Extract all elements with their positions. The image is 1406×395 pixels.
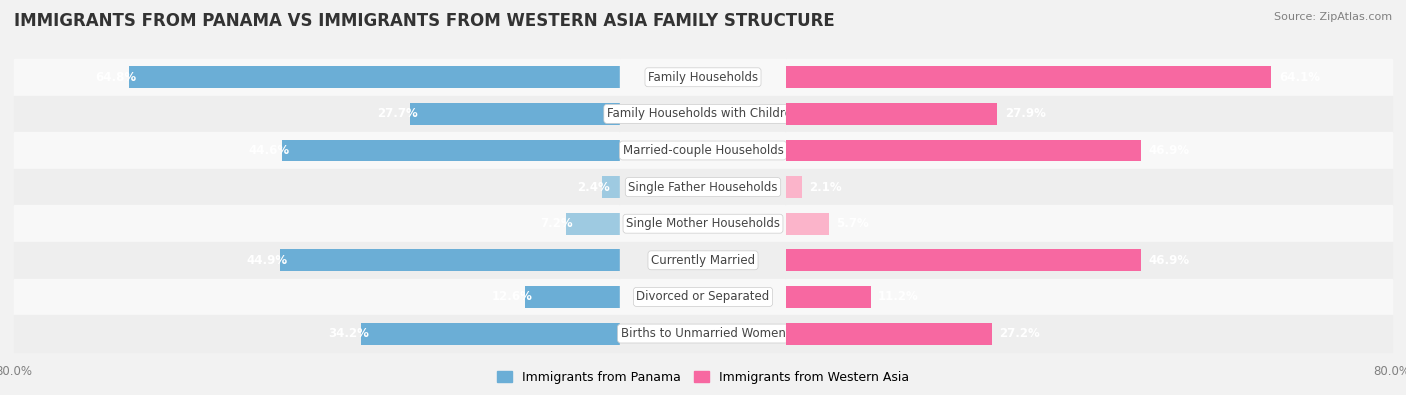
Bar [620,132,786,169]
Bar [14,59,620,96]
Bar [620,315,786,352]
Text: Married-couple Households: Married-couple Households [623,144,783,157]
Text: 46.9%: 46.9% [1149,144,1189,157]
Bar [14,96,620,132]
Text: 7.2%: 7.2% [541,217,574,230]
Bar [14,278,620,315]
Text: 44.6%: 44.6% [249,144,290,157]
Text: Family Households: Family Households [648,71,758,84]
Bar [411,103,620,125]
Bar [786,103,997,125]
Bar [786,315,1392,352]
Bar [524,286,620,308]
Bar [786,323,991,344]
Text: Births to Unmarried Women: Births to Unmarried Women [620,327,786,340]
Text: 2.4%: 2.4% [576,181,610,194]
Text: IMMIGRANTS FROM PANAMA VS IMMIGRANTS FROM WESTERN ASIA FAMILY STRUCTURE: IMMIGRANTS FROM PANAMA VS IMMIGRANTS FRO… [14,12,835,30]
Bar [786,132,1392,169]
Text: 27.2%: 27.2% [1000,327,1040,340]
Bar [786,242,1392,278]
Text: Source: ZipAtlas.com: Source: ZipAtlas.com [1274,12,1392,22]
Text: 64.8%: 64.8% [96,71,136,84]
Bar [129,66,620,88]
Bar [620,205,786,242]
Bar [565,213,620,235]
Bar [786,249,1142,271]
Bar [620,169,786,205]
Text: 46.9%: 46.9% [1149,254,1189,267]
Bar [14,205,620,242]
Text: 12.6%: 12.6% [492,290,533,303]
Bar [786,96,1392,132]
Bar [786,66,1271,88]
Legend: Immigrants from Panama, Immigrants from Western Asia: Immigrants from Panama, Immigrants from … [492,366,914,389]
Text: 11.2%: 11.2% [879,290,920,303]
Text: Family Households with Children: Family Households with Children [607,107,799,120]
Text: 64.1%: 64.1% [1279,71,1320,84]
Bar [786,169,1392,205]
Bar [786,205,1392,242]
Bar [14,169,620,205]
Bar [620,59,786,96]
Bar [283,139,620,162]
Bar [620,96,786,132]
Text: 2.1%: 2.1% [810,181,842,194]
Text: Single Father Households: Single Father Households [628,181,778,194]
Bar [786,286,870,308]
Text: Single Mother Households: Single Mother Households [626,217,780,230]
Text: 44.9%: 44.9% [246,254,288,267]
Bar [786,213,830,235]
Bar [602,176,620,198]
Text: Divorced or Separated: Divorced or Separated [637,290,769,303]
Bar [361,323,620,344]
Bar [786,278,1392,315]
Text: 27.7%: 27.7% [377,107,418,120]
Bar [786,176,801,198]
Bar [786,59,1392,96]
Bar [620,242,786,278]
Text: 27.9%: 27.9% [1005,107,1046,120]
Bar [14,315,620,352]
Bar [280,249,620,271]
Bar [620,278,786,315]
Bar [14,132,620,169]
Bar [786,139,1142,162]
Text: Currently Married: Currently Married [651,254,755,267]
Text: 5.7%: 5.7% [837,217,869,230]
Bar [14,242,620,278]
Text: 34.2%: 34.2% [328,327,368,340]
